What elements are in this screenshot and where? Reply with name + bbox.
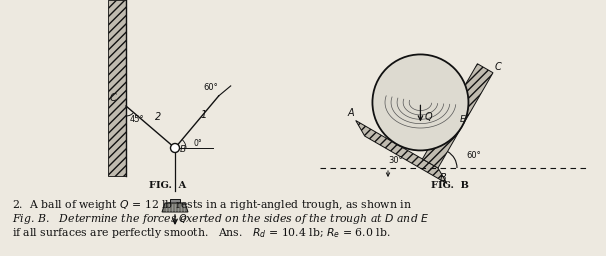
Text: 2.  A ball of weight $Q$ = 12 lb rests in a right-angled trough, as shown in: 2. A ball of weight $Q$ = 12 lb rests in… [12, 198, 412, 212]
Text: 0°: 0° [193, 139, 202, 148]
Text: 2: 2 [155, 112, 161, 122]
Text: Q: Q [424, 112, 432, 122]
Circle shape [373, 55, 468, 151]
Text: B: B [180, 144, 186, 154]
Polygon shape [356, 121, 447, 184]
Text: Q: Q [179, 214, 187, 224]
Polygon shape [422, 64, 493, 168]
Bar [170, 199, 180, 203]
Circle shape [170, 144, 179, 153]
Polygon shape [162, 203, 188, 212]
Text: A: A [348, 109, 355, 119]
Text: 60°: 60° [466, 151, 481, 160]
Bar [108, 0, 126, 176]
Text: if all surfaces are perfectly smooth.   Ans.   $R_d$ = 10.4 lb; $R_e$ = 6.0 lb.: if all surfaces are perfectly smooth. An… [12, 226, 390, 240]
Text: B: B [440, 173, 447, 183]
Text: 45°: 45° [130, 115, 145, 124]
Text: E: E [460, 115, 466, 124]
Text: FIG.  A: FIG. A [149, 181, 187, 190]
Text: C: C [110, 93, 117, 103]
Text: D: D [405, 140, 413, 150]
Text: 60°: 60° [204, 83, 218, 92]
Text: Fig. B.   Determine the forces exerted on the sides of the trough at $D$ and $E$: Fig. B. Determine the forces exerted on … [12, 212, 429, 226]
Text: FIG.  B: FIG. B [431, 181, 469, 190]
Text: 1: 1 [201, 110, 207, 120]
Text: 30°: 30° [388, 156, 403, 165]
Text: C: C [495, 62, 502, 72]
